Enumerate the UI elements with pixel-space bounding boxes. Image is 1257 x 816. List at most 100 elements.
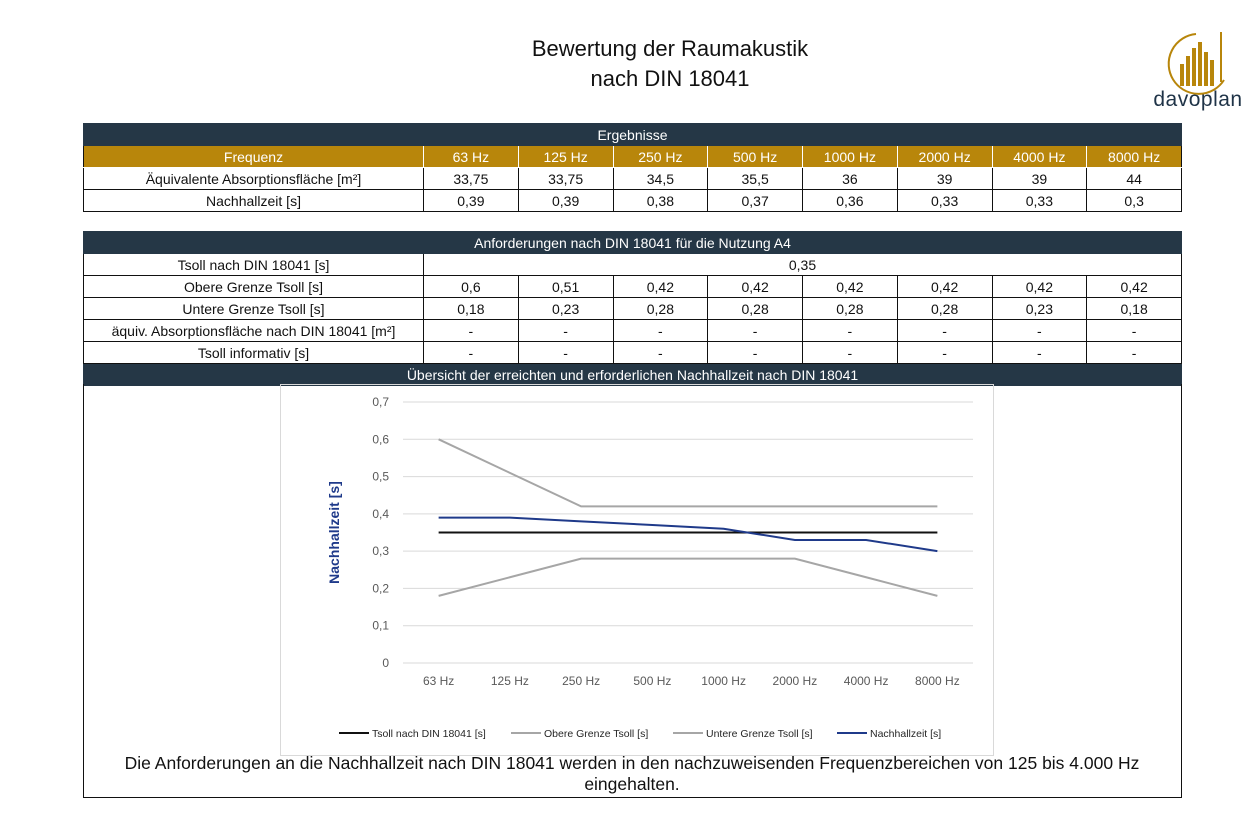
upper-limit-cell: 0,42 [802,275,898,298]
legend-label: Obere Grenze Tsoll [s] [544,728,648,740]
y-tick-label: 0 [382,656,389,670]
equiv-absorption-row: äquiv. Absorptionsfläche nach DIN 18041 … [83,319,1182,342]
page-title-line2: nach DIN 18041 [590,66,750,91]
tsoll-info-cell: - [802,341,898,364]
lower-limit-cell: 0,23 [991,297,1088,320]
absorption-label: Äquivalente Absorptionsfläche [m²] [83,167,424,190]
reverb-chart: 0 0,1 0,2 0,3 0,4 0,5 0,6 0,7 63 Hz 125 Hz 250 Hz 5… [326,395,973,740]
frequency-cell: 125 Hz [517,145,614,168]
x-tick-label: 250 Hz [562,674,600,688]
upper-limit-cell: 0,42 [612,275,709,298]
equiv-absorption-cell: - [896,319,993,342]
upper-limit-row: Obere Grenze Tsoll [s] 0,6 0,51 0,42 0,4… [83,275,1182,298]
y-tick-label: 0,7 [372,395,389,409]
y-tick-label: 0,6 [372,432,389,446]
x-tick-label: 1000 Hz [701,674,746,688]
requirements-header: Anforderungen nach DIN 18041 für die Nut… [83,231,1182,254]
tsoll-info-cell: - [707,341,803,364]
x-tick-label: 63 Hz [423,674,454,688]
reverb-cell: 0,33 [991,189,1088,212]
absorption-cell: 36 [802,167,898,190]
davoplan-logo-icon [1167,32,1225,95]
tsoll-row: Tsoll nach DIN 18041 [s] 0,35 [83,253,1182,276]
x-tick-label: 500 Hz [633,674,671,688]
x-tick-label: 8000 Hz [915,674,960,688]
overview-header: Übersicht der erreichten und erforderlic… [83,363,1182,386]
reverb-row: Nachhallzeit [s] 0,39 0,39 0,38 0,37 0,3… [83,189,1182,212]
tsoll-value: 0,35 [423,253,1182,276]
tsoll-info-cell: - [612,341,709,364]
absorption-cell: 39 [991,167,1088,190]
absorption-cell: 39 [896,167,993,190]
frequency-cell: 8000 Hz [1086,145,1182,168]
tsoll-info-cell: - [517,341,614,364]
absorption-cell: 33,75 [423,167,519,190]
tsoll-info-cell: - [1086,341,1182,364]
tsoll-info-row: Tsoll informativ [s] - - - - - - - - [83,341,1182,364]
equiv-absorption-cell: - [517,319,614,342]
logo-text: davoplan [1153,88,1243,111]
tsoll-info-cell: - [423,341,519,364]
tsoll-info-cell: - [896,341,993,364]
frequency-cell: 250 Hz [612,145,709,168]
upper-limit-cell: 0,42 [1086,275,1182,298]
reverb-cell: 0,39 [423,189,519,212]
equiv-absorption-cell: - [707,319,803,342]
reverb-label: Nachhallzeit [s] [83,189,424,212]
frequency-cell: 4000 Hz [991,145,1088,168]
lower-limit-cell: 0,18 [423,297,519,320]
equiv-absorption-cell: - [991,319,1088,342]
absorption-cell: 35,5 [707,167,803,190]
lower-limit-cell: 0,28 [612,297,709,320]
chart-frame: 0 0,1 0,2 0,3 0,4 0,5 0,6 0,7 63 Hz 125 Hz 250 Hz 5… [280,384,994,756]
absorption-cell: 44 [1086,167,1182,190]
tsoll-label: Tsoll nach DIN 18041 [s] [83,253,424,276]
results-header: Ergebnisse [83,123,1182,146]
equiv-absorption-cell: - [423,319,519,342]
page-title-line1: Bewertung der Raumakustik [531,36,809,61]
y-axis-label: Nachhallzeit [s] [326,481,342,584]
upper-limit-cell: 0,6 [423,275,519,298]
absorption-cell: 33,75 [517,167,614,190]
page-title: Bewertung der Raumakustik nach DIN 18041 [420,34,920,94]
lower-limit-cell: 0,18 [1086,297,1182,320]
legend-label: Tsoll nach DIN 18041 [s] [372,728,486,740]
upper-limit-cell: 0,51 [517,275,614,298]
absorption-cell: 34,5 [612,167,709,190]
lower-limit-cell: 0,28 [802,297,898,320]
reverb-cell: 0,37 [707,189,803,212]
equiv-absorption-cell: - [612,319,709,342]
frequency-cell: 2000 Hz [896,145,993,168]
results-table: Ergebnisse Frequenz 63 Hz 125 Hz 250 Hz … [83,123,1182,212]
legend-label: Untere Grenze Tsoll [s] [706,728,813,740]
chart-section: 0 0,1 0,2 0,3 0,4 0,5 0,6 0,7 63 Hz 125 Hz 250 Hz 5… [83,384,1182,798]
upper-limit-cell: 0,42 [896,275,993,298]
frequency-cell: 500 Hz [707,145,803,168]
lower-limit-label: Untere Grenze Tsoll [s] [83,297,424,320]
tsoll-info-cell: - [991,341,1088,364]
tsoll-info-label: Tsoll informativ [s] [83,341,424,364]
equiv-absorption-cell: - [1086,319,1182,342]
series-line-4 [438,516,938,553]
y-tick-label: 0,5 [372,470,389,484]
lower-limit-cell: 0,23 [517,297,614,320]
frequency-row: Frequenz 63 Hz 125 Hz 250 Hz 500 Hz 1000… [83,145,1182,168]
x-tick-label: 2000 Hz [773,674,818,688]
y-tick-label: 0,1 [372,619,389,633]
x-tick-label: 4000 Hz [844,674,889,688]
reverb-cell: 0,39 [517,189,614,212]
frequency-label: Frequenz [83,145,424,168]
legend-label: Nachhallzeit [s] [870,728,941,740]
reverb-cell: 0,36 [802,189,898,212]
frequency-cell: 63 Hz [423,145,519,168]
y-tick-label: 0,2 [372,581,389,595]
x-tick-label: 125 Hz [491,674,529,688]
lower-limit-row: Untere Grenze Tsoll [s] 0,18 0,23 0,28 0… [83,297,1182,320]
requirements-table: Anforderungen nach DIN 18041 für die Nut… [83,231,1182,386]
frequency-cell: 1000 Hz [802,145,898,168]
upper-limit-cell: 0,42 [991,275,1088,298]
series-line-2 [438,438,938,508]
conclusion-text: Die Anforderungen an die Nachhallzeit na… [124,753,1140,794]
reverb-cell: 0,33 [896,189,993,212]
reverb-cell: 0,38 [612,189,709,212]
